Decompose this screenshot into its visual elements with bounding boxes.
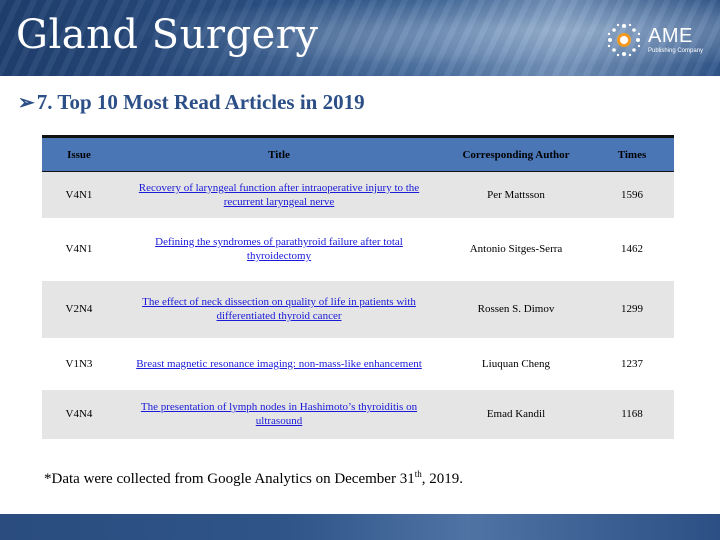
- articles-table: Issue Title Corresponding Author Times V…: [42, 135, 674, 439]
- issue-cell: V2N4: [42, 280, 116, 338]
- section-heading-text: 7. Top 10 Most Read Articles in 2019: [36, 90, 365, 114]
- footer-band: [0, 514, 720, 540]
- column-header-author: Corresponding Author: [442, 135, 590, 172]
- arrow-bullet-icon: ➢: [18, 92, 35, 114]
- column-header-issue: Issue: [42, 135, 116, 172]
- ame-logo-icon: [607, 23, 641, 57]
- ame-logo-subtitle: Publishing Company: [648, 48, 704, 54]
- author-cell: Rossen S. Dimov: [442, 280, 590, 338]
- ame-logo-name: AME: [648, 25, 693, 47]
- article-title-link[interactable]: The presentation of lymph nodes in Hashi…: [140, 401, 418, 427]
- section-heading: ➢ 7. Top 10 Most Read Articles in 2019: [18, 90, 365, 115]
- table-row: V4N1 Recovery of laryngeal function afte…: [42, 171, 674, 218]
- times-cell: 1596: [590, 171, 674, 218]
- times-cell: 1237: [590, 337, 674, 390]
- table-row: V1N3 Breast magnetic resonance imaging: …: [42, 337, 674, 390]
- author-cell: Emad Kandil: [442, 389, 590, 439]
- data-source-note: *Data were collected from Google Analyti…: [44, 469, 463, 487]
- issue-cell: V4N4: [42, 389, 116, 439]
- table-header-row: Issue Title Corresponding Author Times: [42, 135, 674, 172]
- article-title-link[interactable]: Defining the syndromes of parathyroid fa…: [155, 236, 403, 262]
- article-title-link[interactable]: Recovery of laryngeal function after int…: [138, 181, 420, 208]
- ame-logo: AME Publishing Company: [606, 22, 703, 58]
- author-cell: Liuquan Cheng: [442, 337, 590, 390]
- article-title-link[interactable]: The effect of neck dissection on quality…: [142, 296, 416, 322]
- times-cell: 1168: [590, 389, 674, 439]
- journal-title: Gland Surgery: [16, 12, 319, 58]
- header-banner: Gland Surgery AME Publishing Company: [0, 0, 720, 76]
- table-row: V2N4 The effect of neck dissection on qu…: [42, 280, 674, 338]
- table-row: V4N1 Defining the syndromes of parathyro…: [42, 217, 674, 281]
- issue-cell: V4N1: [42, 171, 116, 218]
- issue-cell: V4N1: [42, 217, 116, 281]
- author-cell: Antonio Sitges-Serra: [442, 217, 590, 281]
- article-title-link[interactable]: Breast magnetic resonance imaging: non-m…: [136, 357, 422, 370]
- table-row: V4N4 The presentation of lymph nodes in …: [42, 389, 674, 439]
- author-cell: Per Mattsson: [442, 171, 590, 218]
- column-header-title: Title: [116, 135, 442, 172]
- issue-cell: V1N3: [42, 337, 116, 390]
- times-cell: 1299: [590, 280, 674, 338]
- column-header-times: Times: [590, 135, 674, 172]
- times-cell: 1462: [590, 217, 674, 281]
